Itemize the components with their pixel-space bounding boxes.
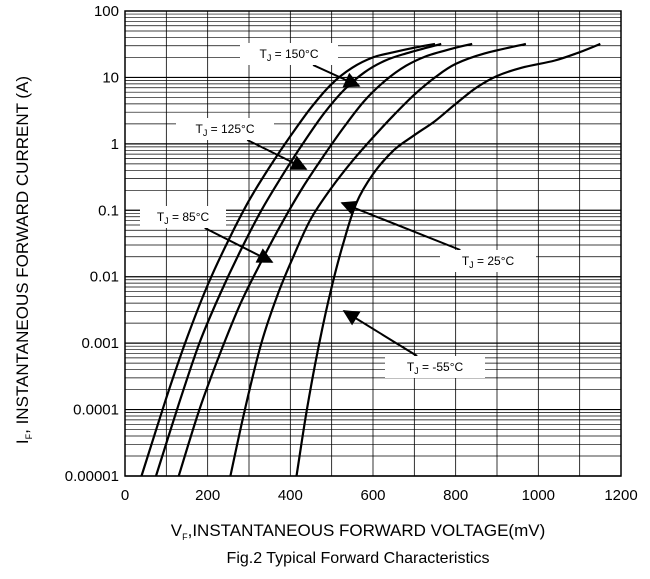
x-tick-label: 400 — [278, 487, 303, 504]
annotation-arrow — [204, 227, 274, 263]
annotation-label: TJ = 125°C — [195, 122, 254, 138]
annotation-box — [240, 43, 338, 65]
y-tick-label: 100 — [94, 3, 119, 20]
y-tick-label: 0.0001 — [73, 402, 119, 419]
series-line — [229, 42, 527, 477]
y-axis-title: IF, INSTANTANEOUS FORWARD CURRENT (A) — [13, 76, 34, 444]
series-line — [154, 42, 442, 477]
annotation-arrow — [340, 200, 461, 251]
annotation-label: TJ = 85°C — [157, 210, 210, 226]
y-tick-label: 0.01 — [90, 269, 119, 286]
annotation-box — [176, 118, 274, 140]
x-tick-label: 1000 — [522, 487, 555, 504]
x-tick-labels: 0 200 400 600 800 1000 1200 — [121, 487, 638, 504]
x-tick-label: 600 — [360, 487, 385, 504]
series-line — [177, 42, 473, 477]
y-tick-label: 1 — [111, 136, 119, 153]
annotation-label: TJ = 25°C — [462, 254, 515, 270]
annotation-arrow — [312, 64, 361, 88]
figure-caption: Fig.2 Typical Forward Characteristics — [227, 550, 490, 567]
series-line — [295, 42, 601, 477]
x-axis-title: VF,INSTANTANEOUS FORWARD VOLTAGE(mV) — [171, 521, 546, 542]
annotation-box — [440, 250, 536, 272]
plot-frame — [124, 10, 622, 477]
x-tick-label: 800 — [443, 487, 468, 504]
y-tick-labels: 0.00001 0.0001 0.001 0.01 0.1 1 10 100 — [65, 3, 119, 485]
annotation-label: TJ = -55°C — [407, 360, 464, 376]
x-tick-label: 1200 — [604, 487, 637, 504]
y-tick-label: 0.00001 — [65, 468, 119, 485]
temperature-annotations: TJ = 150°C TJ = 125°C TJ = 85°C TJ = 25°C TJ… — [140, 43, 536, 378]
x-tick-label: 0 — [121, 487, 129, 504]
x-tick-label: 200 — [195, 487, 220, 504]
series-line — [140, 42, 436, 477]
annotation-box — [140, 206, 226, 228]
y-tick-label: 0.1 — [98, 202, 119, 219]
series-curves — [140, 42, 601, 477]
annotation-arrow — [246, 139, 308, 170]
y-tick-label: 10 — [102, 69, 119, 86]
annotation-box — [385, 356, 485, 378]
y-tick-label: 0.001 — [81, 335, 119, 352]
annotation-arrow — [342, 310, 418, 357]
annotation-label: TJ = 150°C — [259, 47, 318, 63]
